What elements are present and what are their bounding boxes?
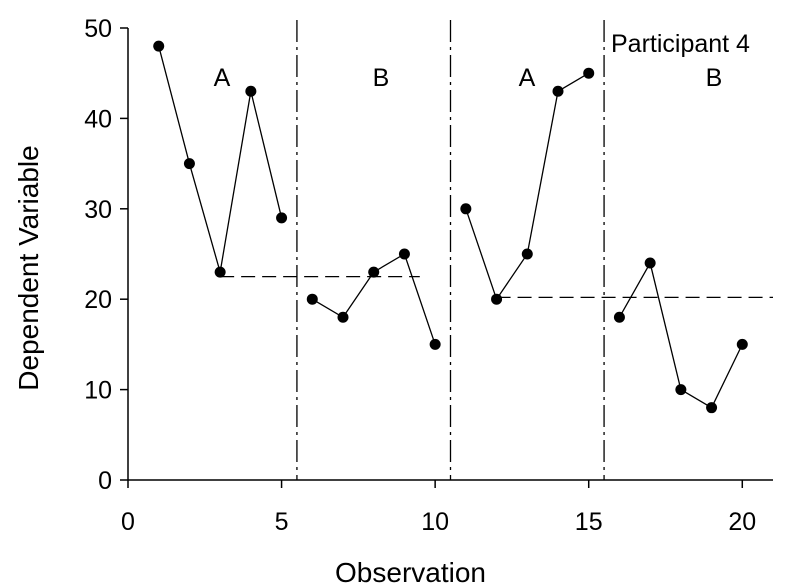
data-point [153, 40, 165, 52]
x-axis-title: Observation [335, 557, 486, 585]
data-point [183, 158, 195, 170]
data-point [706, 402, 718, 414]
phase-change-lines [296, 20, 605, 480]
participant-label: Participant 4 [611, 30, 750, 58]
data-point [460, 203, 472, 215]
data-point [214, 266, 226, 278]
x-tick-label: 15 [575, 508, 603, 536]
data-point [675, 384, 687, 396]
phase-label: B [373, 64, 390, 92]
phase-label: A [519, 64, 536, 92]
data-point [491, 293, 503, 305]
y-tick-label: 30 [84, 196, 112, 224]
x-tick-label: 10 [421, 508, 449, 536]
x-tick-label: 0 [121, 508, 135, 536]
reference-lines [220, 275, 773, 299]
data-point [306, 293, 318, 305]
data-point [583, 67, 595, 79]
y-tick-label: 10 [84, 377, 112, 405]
data-point [736, 338, 748, 350]
data-point [644, 257, 656, 269]
phase-label: A [214, 64, 231, 92]
data-point [398, 248, 410, 260]
y-tick-label: 0 [98, 467, 112, 495]
data-point [337, 311, 349, 323]
data-point [429, 338, 441, 350]
y-tick-label: 40 [84, 105, 112, 133]
data-point [552, 85, 564, 97]
y-tick-label: 50 [84, 15, 112, 43]
data-point [245, 85, 257, 97]
y-tick-label: 20 [84, 286, 112, 314]
data-series [153, 40, 748, 414]
series-line-phase-3 [465, 72, 590, 301]
data-point [276, 212, 288, 224]
x-tick-label: 5 [275, 508, 289, 536]
chart-labels: A B A B Participant 4 [214, 30, 750, 92]
x-tick-label: 20 [728, 508, 756, 536]
y-axis-title: Dependent Variable [13, 145, 44, 390]
data-point [521, 248, 533, 260]
phase-label: B [706, 64, 723, 92]
axes: 0 10 20 30 40 50 0 5 10 15 20 Observation Dependent … [13, 15, 773, 585]
data-point [613, 311, 625, 323]
data-point [368, 266, 380, 278]
